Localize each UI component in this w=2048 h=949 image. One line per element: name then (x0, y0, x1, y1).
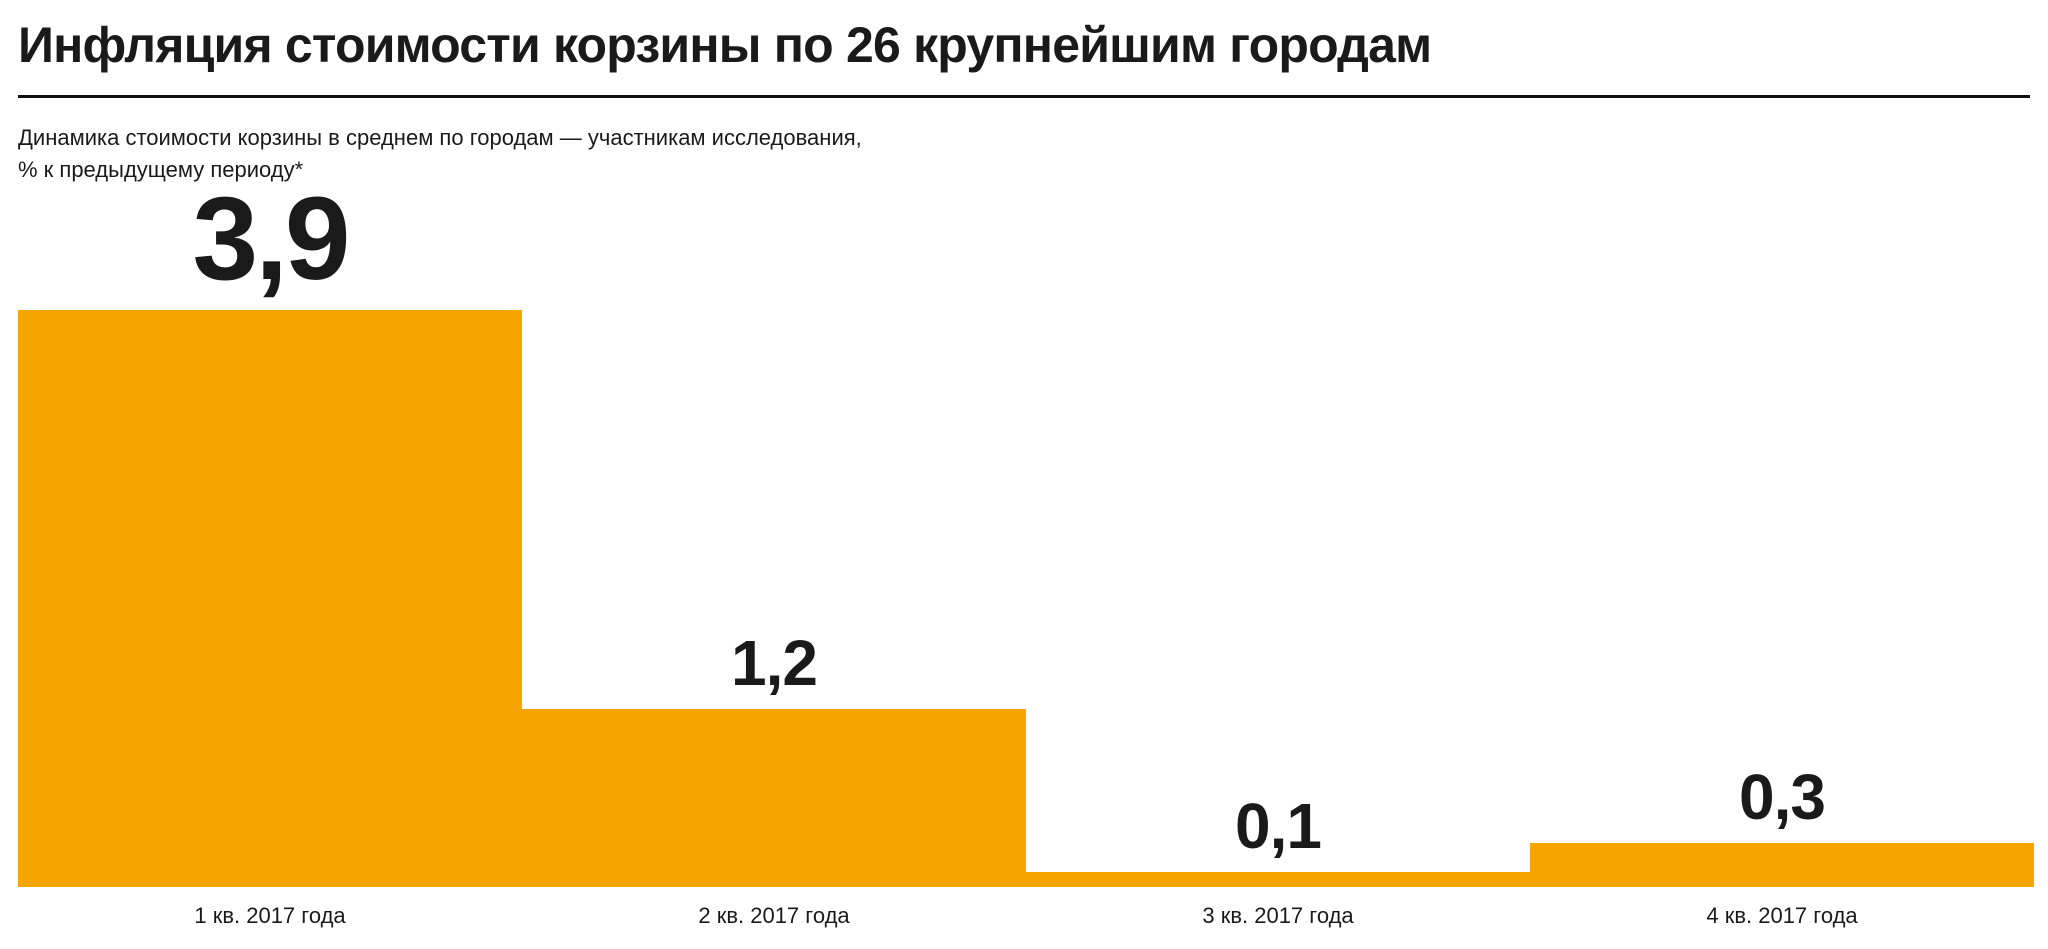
bar-value-label: 0,3 (1739, 761, 1826, 833)
bar (1530, 843, 2034, 887)
bar-value-label: 0,1 (1235, 790, 1322, 862)
bar (522, 709, 1026, 887)
bar-column: 1,2 2 кв. 2017 года (522, 631, 1026, 945)
x-axis-label: 2 кв. 2017 года (698, 903, 850, 928)
page-title: Инфляция стоимости корзины по 26 крупней… (18, 17, 1432, 73)
x-axis-label: 4 кв. 2017 года (1706, 903, 1858, 928)
title-divider (18, 95, 2030, 98)
bar-chart: 3,9 1 кв. 2017 года 1,2 2 кв. 2017 года 0,1 3… (18, 180, 2034, 945)
chart-subtitle: Динамика стоимости корзины в среднем по … (18, 122, 2030, 186)
subtitle-line-1: Динамика стоимости корзины в среднем по … (18, 125, 862, 150)
subtitle-line-2: % к предыдущему периоду* (18, 156, 304, 182)
bar (18, 310, 522, 887)
bar-column: 0,3 4 кв. 2017 года (1530, 765, 2034, 945)
bar (1026, 872, 1530, 887)
x-axis-label: 1 кв. 2017 года (194, 903, 346, 928)
bar-column: 3,9 1 кв. 2017 года (18, 180, 522, 945)
bar-column: 0,1 3 кв. 2017 года (1026, 794, 1530, 945)
bar-value-label: 3,9 (192, 173, 350, 305)
chart-header: Инфляция стоимости корзины по 26 крупней… (0, 0, 2048, 186)
bar-value-label: 1,2 (731, 627, 818, 699)
x-axis-label: 3 кв. 2017 года (1202, 903, 1354, 928)
